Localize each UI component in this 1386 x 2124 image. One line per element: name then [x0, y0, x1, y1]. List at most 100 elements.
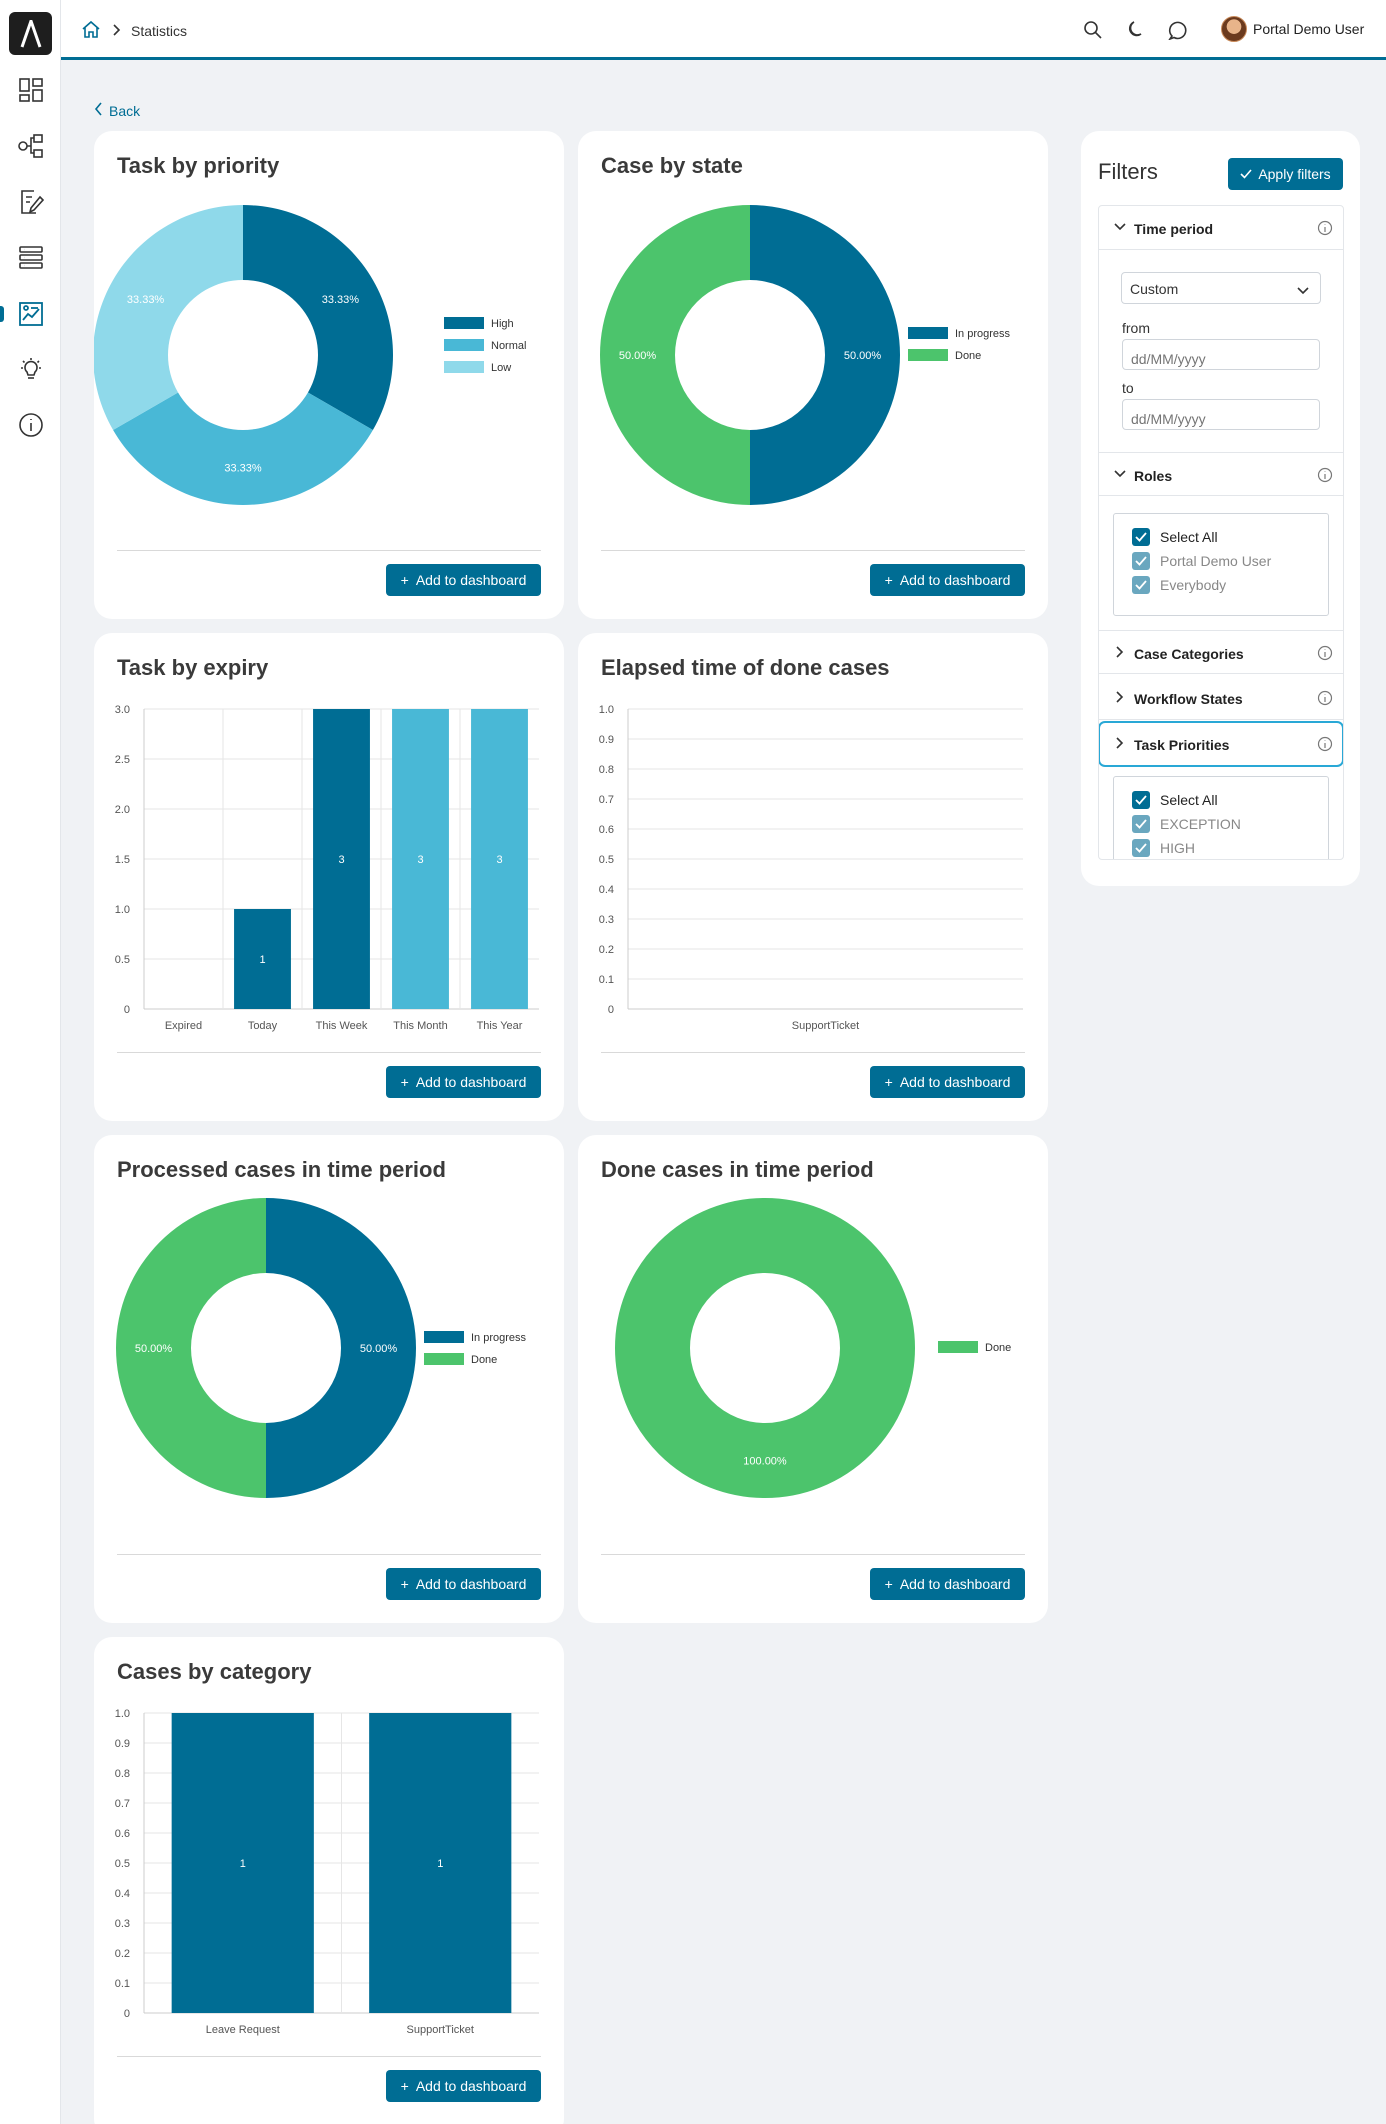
- tasks-icon[interactable]: [16, 187, 46, 217]
- checkbox-label: Portal Demo User: [1160, 553, 1272, 569]
- y-tick-label: 0.2: [599, 944, 614, 956]
- checkbox-checked-icon: [1132, 791, 1150, 809]
- checkbox-row[interactable]: HIGH: [1132, 839, 1195, 857]
- y-tick-label: 0.3: [599, 914, 614, 926]
- y-tick-label: 0.4: [599, 884, 614, 896]
- case-state-chart: 50.00% 50.00% In progress Done: [600, 205, 1011, 505]
- bar: [392, 709, 449, 1009]
- legend-swatch: [424, 1331, 464, 1343]
- add-to-dashboard-button[interactable]: + Add to dashboard: [386, 2070, 541, 2102]
- y-tick-label: 2.5: [115, 754, 130, 766]
- checkbox-row[interactable]: Select All: [1132, 528, 1218, 546]
- dashboard-icon[interactable]: [16, 75, 46, 105]
- add-to-dashboard-button[interactable]: + Add to dashboard: [386, 564, 541, 596]
- legend-swatch: [908, 327, 948, 339]
- info-icon[interactable]: [1317, 220, 1333, 236]
- y-tick-label: 1.0: [115, 904, 130, 916]
- search-icon[interactable]: [1081, 18, 1105, 42]
- y-tick-label: 0.8: [599, 764, 614, 776]
- y-tick-label: 0.7: [115, 1798, 130, 1810]
- apply-filters-button[interactable]: Apply filters: [1228, 158, 1343, 190]
- checkbox-checked-icon: [1132, 528, 1150, 546]
- apply-label: Apply filters: [1258, 166, 1331, 182]
- chat-icon[interactable]: [1166, 18, 1190, 42]
- bar: [369, 1713, 512, 2013]
- pie-slice-label: 33.33%: [127, 294, 165, 306]
- add-label: Add to dashboard: [415, 2078, 527, 2094]
- checkbox-row[interactable]: Everybody: [1132, 576, 1226, 594]
- filters-title: Filters: [1098, 159, 1158, 184]
- y-tick-label: 0.1: [115, 1978, 130, 1990]
- home-icon[interactable]: [81, 20, 101, 41]
- roles-header[interactable]: Roles: [1099, 452, 1343, 496]
- y-tick-label: 0: [608, 1004, 614, 1016]
- pie-slice-label: 33.33%: [224, 463, 262, 475]
- to-date-input[interactable]: [1122, 399, 1320, 430]
- x-tick-label: Today: [248, 1020, 278, 1032]
- y-tick-label: 0: [124, 2008, 130, 2020]
- info-icon[interactable]: [1317, 690, 1333, 706]
- y-tick-label: 0.9: [115, 1738, 130, 1750]
- add-to-dashboard-button[interactable]: + Add to dashboard: [386, 1568, 541, 1600]
- cases-icon[interactable]: [16, 242, 46, 272]
- chevron-down-icon: [1113, 467, 1127, 481]
- logo-icon[interactable]: [9, 12, 52, 55]
- pie-slice-label: 50.00%: [844, 350, 882, 362]
- add-to-dashboard-button[interactable]: + Add to dashboard: [386, 1066, 541, 1098]
- task-priorities-header[interactable]: Task Priorities: [1099, 721, 1343, 767]
- cases-by-category-card: Cases by category 0 0.1 0.2 0.3 0.4 0.5 0.6 0.7…: [94, 1637, 564, 2124]
- checkbox-label: Select All: [1160, 792, 1218, 808]
- info-icon[interactable]: [1317, 736, 1333, 752]
- chevron-right-icon: [1113, 645, 1127, 659]
- checkbox-row[interactable]: EXCEPTION: [1132, 815, 1241, 833]
- legend-label: Low: [491, 362, 511, 374]
- y-tick-label: 0.6: [115, 1828, 130, 1840]
- back-link[interactable]: Back: [94, 102, 140, 119]
- add-to-dashboard-button[interactable]: + Add to dashboard: [870, 564, 1025, 596]
- y-tick-label: 0.7: [599, 794, 614, 806]
- bar-value-label: 3: [496, 854, 502, 866]
- y-tick-label: 0.2: [115, 1948, 130, 1960]
- statistics-icon[interactable]: [16, 299, 46, 329]
- pie-slice: [116, 1198, 266, 1498]
- case-by-state-card: Case by state 50.00% 50.00% In progress Don…: [578, 131, 1048, 619]
- add-to-dashboard-button[interactable]: + Add to dashboard: [870, 1568, 1025, 1600]
- task-by-expiry-card: Task by expiry 0 0.5 1.0 1.5 2.0 2.5 3.0 Expire…: [94, 633, 564, 1121]
- info-icon[interactable]: [16, 410, 46, 440]
- done-cases-card: Done cases in time period 100.00% Done + A…: [578, 1135, 1048, 1623]
- workflow-states-header[interactable]: Workflow States: [1099, 676, 1343, 720]
- time-period-select[interactable]: Custom: [1121, 272, 1321, 304]
- elapsed-time-chart: 0 0.1 0.2 0.3 0.4 0.5 0.6 0.7 0.8 0.9 1.0 SupportTi…: [599, 704, 1023, 1032]
- process-icon[interactable]: [16, 131, 46, 161]
- add-label: Add to dashboard: [415, 572, 527, 588]
- legend-label: Done: [471, 1354, 497, 1366]
- legend-swatch: [938, 1341, 978, 1353]
- bar: [234, 909, 291, 1009]
- ideas-icon[interactable]: [16, 354, 46, 384]
- pie-slice: [94, 205, 243, 430]
- legend-label: In progress: [955, 328, 1011, 340]
- bar-value-label: 1: [437, 1858, 443, 1870]
- pie-slice-label: 100.00%: [743, 1456, 787, 1468]
- bar: [313, 709, 370, 1009]
- case-categories-header[interactable]: Case Categories: [1099, 630, 1343, 674]
- task-priority-chart: 33.33% 33.33% 33.33% High Normal Low: [94, 205, 526, 505]
- time-period-header[interactable]: Time period: [1099, 206, 1343, 250]
- elapsed-time-card: Elapsed time of done cases 0 0.1 0.2 0.3 0.4…: [578, 633, 1048, 1121]
- info-icon[interactable]: [1317, 467, 1333, 483]
- card-title: Elapsed time of done cases: [601, 655, 890, 680]
- checkbox-row[interactable]: Select All: [1132, 791, 1218, 809]
- checkbox-label: EXCEPTION: [1160, 816, 1241, 832]
- checkbox-row[interactable]: Portal Demo User: [1132, 552, 1271, 570]
- checkbox-checked-icon: [1132, 815, 1150, 833]
- info-icon[interactable]: [1317, 645, 1333, 661]
- from-date-input[interactable]: [1122, 339, 1320, 370]
- plus-icon: +: [884, 1074, 893, 1090]
- add-to-dashboard-button[interactable]: + Add to dashboard: [870, 1066, 1025, 1098]
- pie-slice: [266, 1198, 416, 1498]
- dark-mode-icon[interactable]: [1124, 18, 1148, 42]
- plus-icon: +: [400, 1074, 409, 1090]
- y-tick-label: 0: [124, 1004, 130, 1016]
- user-menu[interactable]: Portal Demo User: [1221, 16, 1364, 42]
- bar: [471, 709, 528, 1009]
